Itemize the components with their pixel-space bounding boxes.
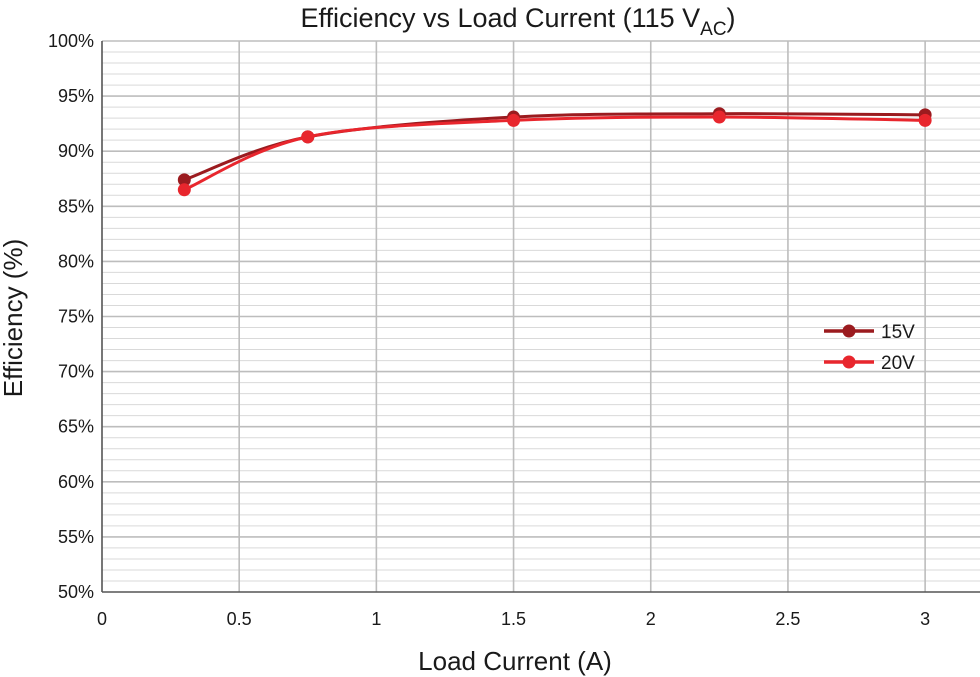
y-tick-label: 50% (58, 582, 94, 602)
legend-marker-15v (842, 324, 856, 338)
y-tick-label: 60% (58, 472, 94, 492)
y-tick-label: 85% (58, 196, 94, 216)
y-tick-label: 65% (58, 417, 94, 437)
series-line-20v (183, 115, 926, 192)
chart-title: Efficiency vs Load Current (115 VAC) (300, 3, 735, 40)
legend-marker-20v (842, 355, 856, 369)
x-tick-label: 2.5 (775, 609, 800, 629)
data-point-20v (177, 183, 191, 197)
legend-label-20v: 20V (881, 353, 915, 374)
series-line-15v (183, 112, 926, 182)
x-tick-label: 0.5 (227, 609, 252, 629)
data-point-20v (301, 130, 315, 144)
y-tick-label: 90% (58, 141, 94, 161)
legend: 15V 20V (824, 322, 915, 374)
data-point-15v (177, 173, 191, 187)
legend-item-20v: 20V (824, 353, 915, 374)
y-tick-label: 75% (58, 307, 94, 327)
data-point-20v (918, 113, 932, 127)
y-axis-title: Efficiency (%) (0, 239, 28, 397)
y-tick-label: 95% (58, 86, 94, 106)
y-tick-label: 100% (48, 31, 94, 51)
legend-label-15v: 15V (881, 322, 915, 343)
x-tick-label: 2 (646, 609, 656, 629)
x-tick-label: 0 (97, 609, 107, 629)
plot-series (177, 107, 932, 197)
x-axis-title: Load Current (A) (418, 646, 612, 676)
x-tick-label: 1.5 (501, 609, 526, 629)
grid (102, 40, 980, 592)
data-point-20v (712, 110, 726, 124)
legend-item-15v: 15V (824, 322, 915, 343)
y-tick-label: 80% (58, 251, 94, 271)
x-tick-label: 3 (920, 609, 930, 629)
axes (101, 41, 980, 593)
tick-labels: 50% 55% 60% 65% 70% 75% 80% 85% 90% 95% 100% 0 0.5 1 1… (48, 31, 930, 629)
y-tick-label: 55% (58, 527, 94, 547)
y-tick-label: 70% (58, 362, 94, 382)
x-tick-label: 1 (371, 609, 381, 629)
data-point-20v (507, 113, 521, 127)
